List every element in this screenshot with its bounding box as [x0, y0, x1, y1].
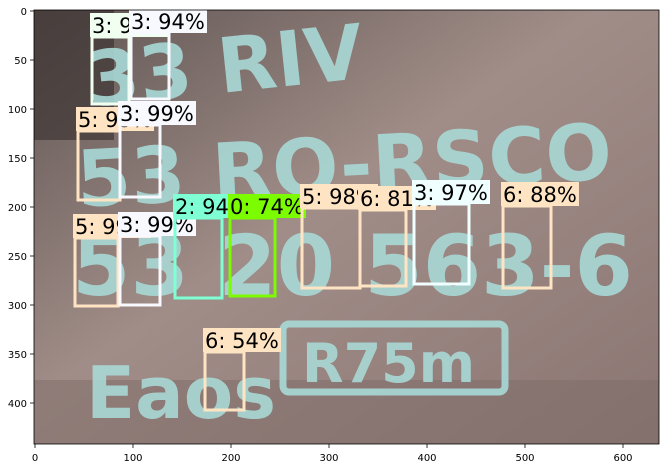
detection-label: 3: 99% — [120, 102, 194, 126]
plate-frame — [279, 320, 509, 396]
detections-layer: 3: 98%3: 94%5: 93%3: 99%5: 99%3: 99%2: 9… — [73, 10, 579, 412]
y-tick-label: 350 — [8, 350, 27, 361]
detection-label-background — [501, 182, 579, 206]
x-tick-label: 600 — [613, 453, 632, 464]
detection-label-background — [228, 194, 306, 218]
y-tick-label: 400 — [8, 399, 27, 410]
x-tick-label: 0 — [32, 453, 38, 464]
detection-label-background — [129, 10, 207, 33]
y-tick-label: 200 — [8, 203, 27, 214]
plate-text: R75m — [302, 332, 475, 395]
x-tick-label: 400 — [417, 453, 436, 464]
y-tick-label: 50 — [14, 56, 27, 67]
y-tick-label: 300 — [8, 301, 27, 312]
x-tick-label: 100 — [123, 453, 142, 464]
painted-line-4: Eaos — [86, 351, 276, 435]
y-tick-label: 0 — [21, 7, 27, 18]
x-axis: 0 100 200 300 400 500 600 — [32, 444, 633, 464]
axes-frame — [33, 9, 660, 445]
detection-label-background — [203, 328, 281, 352]
detection-label: 0: 74% — [230, 195, 304, 219]
detection-label: 3: 97% — [414, 181, 488, 205]
y-tick-label: 100 — [8, 105, 27, 116]
y-axis: 0 50 100 150 200 250 300 350 400 — [8, 7, 34, 410]
detection-label-background — [412, 180, 490, 204]
x-tick-label: 200 — [221, 453, 240, 464]
detection-label: 6: 54% — [205, 329, 279, 353]
x-tick-label: 500 — [515, 453, 534, 464]
y-tick-label: 250 — [8, 252, 27, 263]
detection-label-background — [118, 101, 196, 125]
detection-label: 6: 88% — [503, 183, 577, 207]
detection-label: 3: 94% — [131, 10, 205, 34]
photo: 33 RIV 53 RO-RSCO 53 20 563-6 Eaos R75m … — [34, 10, 659, 444]
y-tick-label: 150 — [8, 154, 27, 165]
x-tick-label: 300 — [319, 453, 338, 464]
